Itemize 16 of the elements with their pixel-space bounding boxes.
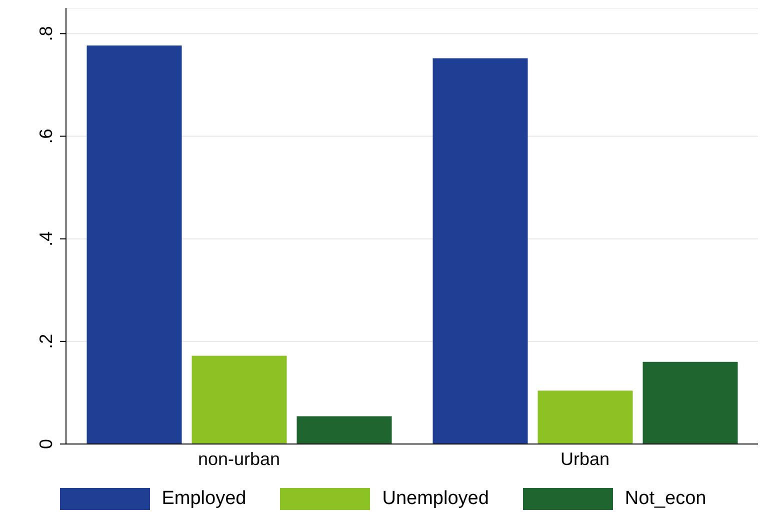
x-tick-label: non-urban [198, 448, 280, 469]
bar [192, 356, 287, 444]
legend-label: Not_econ [624, 488, 706, 510]
bar [642, 362, 738, 444]
y-tick-label: .8 [36, 26, 56, 42]
bar [86, 45, 182, 444]
y-tick-label: .4 [36, 231, 56, 246]
x-tick-label: Urban [560, 448, 610, 469]
legend-label: Employed [162, 488, 246, 510]
y-tick-label: .2 [36, 334, 56, 349]
y-tick-label: .6 [36, 128, 56, 144]
legend-label: Unemployed [382, 488, 489, 510]
bar [296, 416, 392, 444]
y-tick-label: 0 [36, 438, 56, 450]
bar [538, 390, 633, 444]
bar [432, 58, 528, 444]
